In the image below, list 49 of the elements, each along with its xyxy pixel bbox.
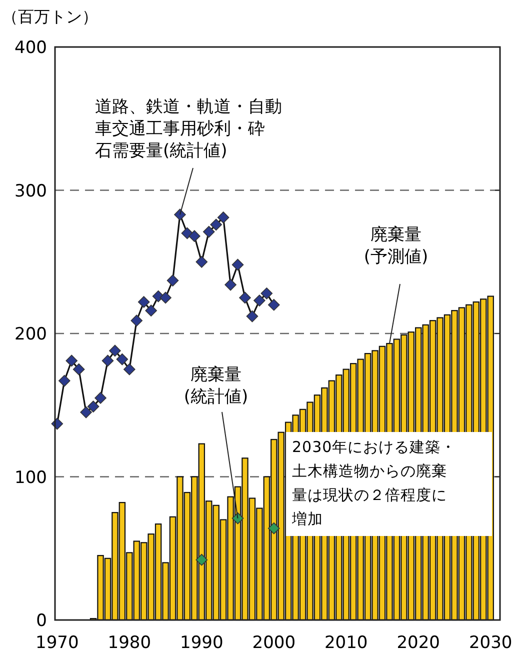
point [239, 292, 251, 304]
point [138, 296, 150, 308]
point [260, 287, 273, 300]
point [66, 354, 78, 367]
y-tick-label: 200 [14, 324, 47, 344]
point [102, 354, 114, 367]
point [246, 310, 258, 322]
point [166, 274, 179, 286]
point [109, 344, 121, 357]
y-tick-label: 100 [14, 468, 47, 488]
annotation: 廃棄量(予測値) [364, 225, 428, 267]
y-axis-title: （百万トン） [2, 7, 98, 26]
point [224, 278, 236, 291]
y-tick-label: 0 [36, 611, 47, 631]
x-tick-label: 2000 [252, 633, 296, 653]
point [254, 294, 266, 306]
point [268, 298, 280, 311]
point [217, 212, 230, 224]
point [232, 512, 244, 524]
point [87, 400, 100, 412]
x-tick-label: 1980 [108, 633, 152, 653]
point [188, 230, 200, 242]
annotation: 廃棄量(統計値) [184, 365, 248, 407]
x-tick-label: 2020 [396, 633, 440, 653]
point [72, 363, 85, 376]
x-tick-label: 2010 [324, 633, 368, 653]
annotation: 道路、鉄道・軌道・自動車交通工事用砂利・砕石需要量(統計値) [95, 97, 282, 161]
point [58, 374, 70, 387]
point [232, 258, 244, 271]
point [268, 522, 280, 534]
point [145, 304, 157, 316]
point [116, 353, 128, 366]
point [130, 314, 143, 327]
x-tick-label: 1970 [36, 633, 79, 653]
point [196, 554, 208, 566]
point [196, 256, 208, 268]
point [174, 208, 186, 220]
point [80, 406, 92, 418]
y-tick-label: 400 [14, 38, 47, 58]
point [160, 292, 172, 304]
point [124, 363, 136, 376]
point [181, 227, 194, 240]
point [94, 392, 106, 404]
x-tick-label: 2030 [468, 633, 512, 653]
annotation: 2030年における建築・土木構造物からの廃棄量は現状の２倍程度に増加 [291, 438, 456, 528]
x-tick-label: 1990 [180, 633, 224, 653]
point [202, 226, 215, 238]
y-tick-label: 300 [14, 181, 47, 202]
point [210, 218, 222, 231]
